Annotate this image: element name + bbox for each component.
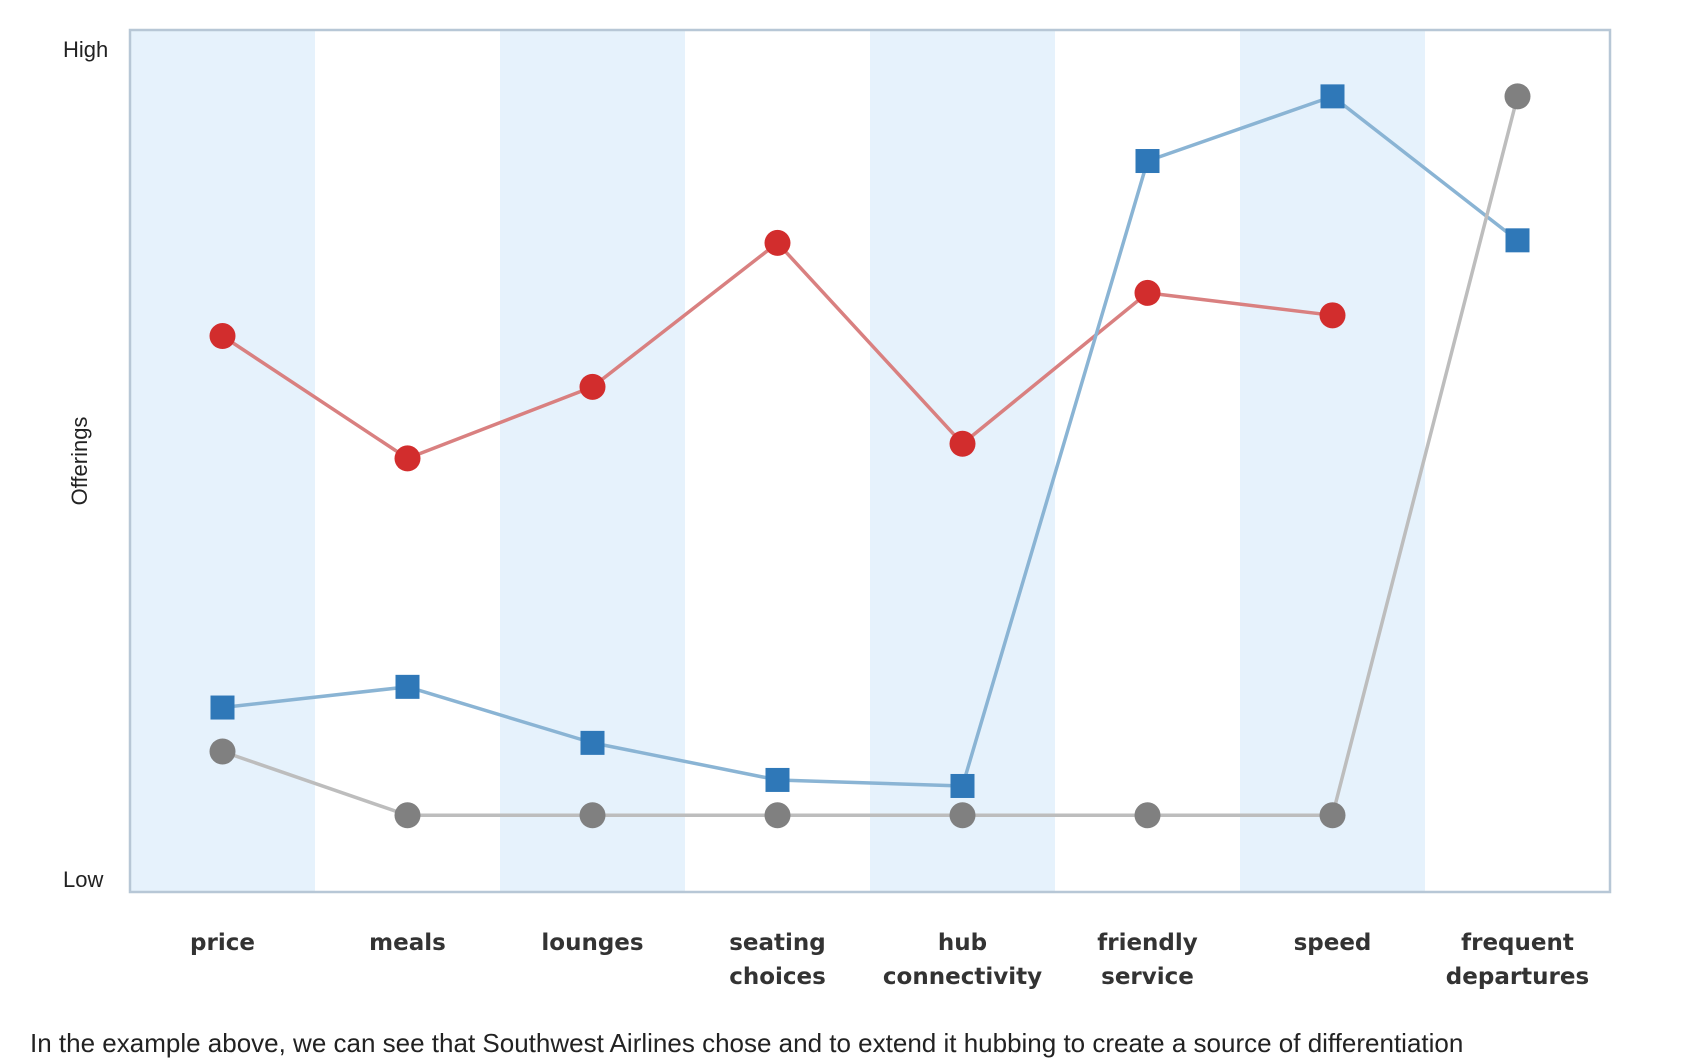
series-1-point[interactable] (394, 445, 421, 472)
series-2-point[interactable] (765, 767, 790, 792)
x-tick-label: frequent departures (1446, 930, 1589, 990)
y-axis: High Low Offerings (63, 37, 108, 892)
series-2-point[interactable] (1505, 228, 1530, 253)
series-3-point[interactable] (579, 802, 606, 829)
plot-area-frame (128, 28, 1612, 894)
category-band (1055, 30, 1240, 892)
category-band (1425, 30, 1610, 892)
x-axis-tick-labels: price meals lounges seating choices hub connec… (190, 930, 1589, 990)
series-1-point[interactable] (579, 373, 606, 400)
series-3-point[interactable] (764, 802, 791, 829)
series-1-point[interactable] (764, 229, 791, 256)
series-3-line (221, 95, 1520, 818)
category-band (870, 30, 1055, 892)
category-band (685, 30, 870, 892)
series-1-point[interactable] (1134, 279, 1161, 306)
series-2-line (222, 94, 1519, 788)
series-2-point[interactable] (395, 674, 420, 699)
series-3-point[interactable] (1504, 83, 1531, 110)
series-3-point[interactable] (1134, 802, 1161, 829)
y-tick-label-high: High (63, 37, 108, 62)
x-tick-label: seating choices (729, 930, 826, 990)
category-band (1240, 30, 1425, 892)
series-markers (209, 83, 1531, 829)
y-axis-label: Offerings (67, 417, 92, 506)
category-band (500, 30, 685, 892)
y-tick-label-low: Low (63, 867, 103, 892)
series-1-point[interactable] (209, 323, 236, 350)
series-2-point[interactable] (950, 773, 975, 798)
series-2-point[interactable] (210, 695, 235, 720)
series-1-point[interactable] (949, 430, 976, 457)
x-tick-label: friendly service (1097, 930, 1198, 990)
x-tick-label: meals (369, 930, 446, 956)
series-3-point[interactable] (949, 802, 976, 829)
category-bands (130, 30, 1610, 892)
series-3-point[interactable] (209, 738, 236, 765)
series-2-point[interactable] (1320, 84, 1345, 109)
x-tick-label: price (190, 930, 255, 956)
caption-text: In the example above, we can see that So… (30, 1028, 1464, 1058)
series-2-point[interactable] (580, 730, 605, 755)
series-2-point[interactable] (1135, 149, 1160, 174)
series-3-point[interactable] (1319, 802, 1346, 829)
series-1-point[interactable] (1319, 302, 1346, 329)
x-tick-label: lounges (541, 930, 643, 956)
x-tick-label: speed (1294, 930, 1372, 956)
series-3-point[interactable] (394, 802, 421, 829)
x-tick-label: hub connectivity (883, 930, 1042, 990)
